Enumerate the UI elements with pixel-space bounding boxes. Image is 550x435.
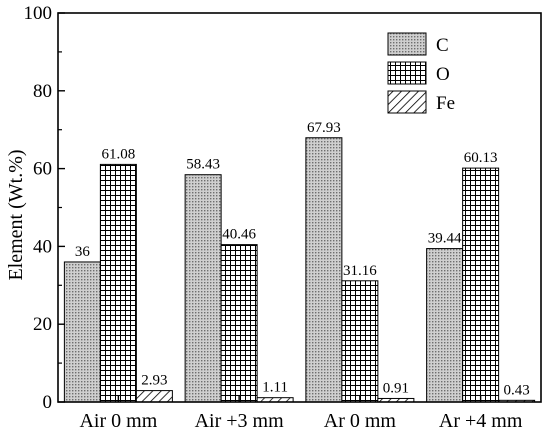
bar-o-air-0-mm	[99, 163, 137, 403]
data-label-c-ar-4-mm: 39.44	[428, 231, 462, 247]
legend-label-c: C	[436, 35, 449, 56]
data-label-o-ar-4-mm: 60.13	[464, 150, 498, 166]
data-label-c-air-0-mm: 36	[75, 244, 91, 260]
x-tick-label-ar-0-mm: Ar 0 mm	[324, 410, 397, 432]
legend-label-o: O	[436, 64, 450, 85]
legend-swatch-o	[387, 61, 427, 85]
bar-c-air-0-mm	[63, 261, 101, 403]
legend-label-fe: Fe	[436, 93, 455, 114]
data-label-fe-air-0-mm: 2.93	[141, 373, 167, 389]
data-label-c-ar-0-mm: 67.93	[307, 120, 341, 136]
data-label-fe-ar-4-mm: 0.43	[504, 382, 530, 398]
data-label-fe-ar-0-mm: 0.91	[383, 380, 409, 396]
bar-o-air-3-mm	[220, 244, 258, 403]
data-label-fe-air-3-mm: 1.11	[262, 380, 288, 396]
y-tick-label-100: 100	[24, 3, 53, 24]
y-tick-label-80: 80	[33, 81, 52, 102]
x-tick-label-air-0-mm: Air 0 mm	[79, 410, 157, 432]
y-tick-label-0: 0	[43, 392, 53, 413]
bar-fe-air-0-mm	[135, 390, 173, 403]
bar-o-ar-4-mm	[462, 167, 500, 403]
bar-c-ar-0-mm	[305, 137, 343, 403]
legend-swatch-fe	[387, 90, 427, 114]
x-tick-label-air-3-mm: Air +3 mm	[195, 410, 284, 432]
bar-c-ar-4-mm	[426, 248, 464, 403]
y-axis-title: Element (Wt.%)	[5, 149, 27, 280]
y-tick-label-20: 20	[33, 314, 52, 335]
data-label-c-air-3-mm: 58.43	[186, 157, 220, 173]
y-tick-label-40: 40	[33, 236, 52, 257]
data-label-o-air-0-mm: 61.08	[102, 146, 136, 162]
bar-c-air-3-mm	[184, 174, 222, 403]
data-label-o-ar-0-mm: 31.16	[343, 263, 377, 279]
legend: C O Fe	[387, 32, 455, 114]
bar-o-ar-0-mm	[341, 280, 379, 403]
data-label-o-air-3-mm: 40.46	[222, 227, 256, 243]
x-tick-label-ar-4-mm: Ar +4 mm	[439, 410, 523, 432]
y-tick-label-60: 60	[33, 159, 52, 180]
legend-swatch-c	[387, 32, 427, 56]
